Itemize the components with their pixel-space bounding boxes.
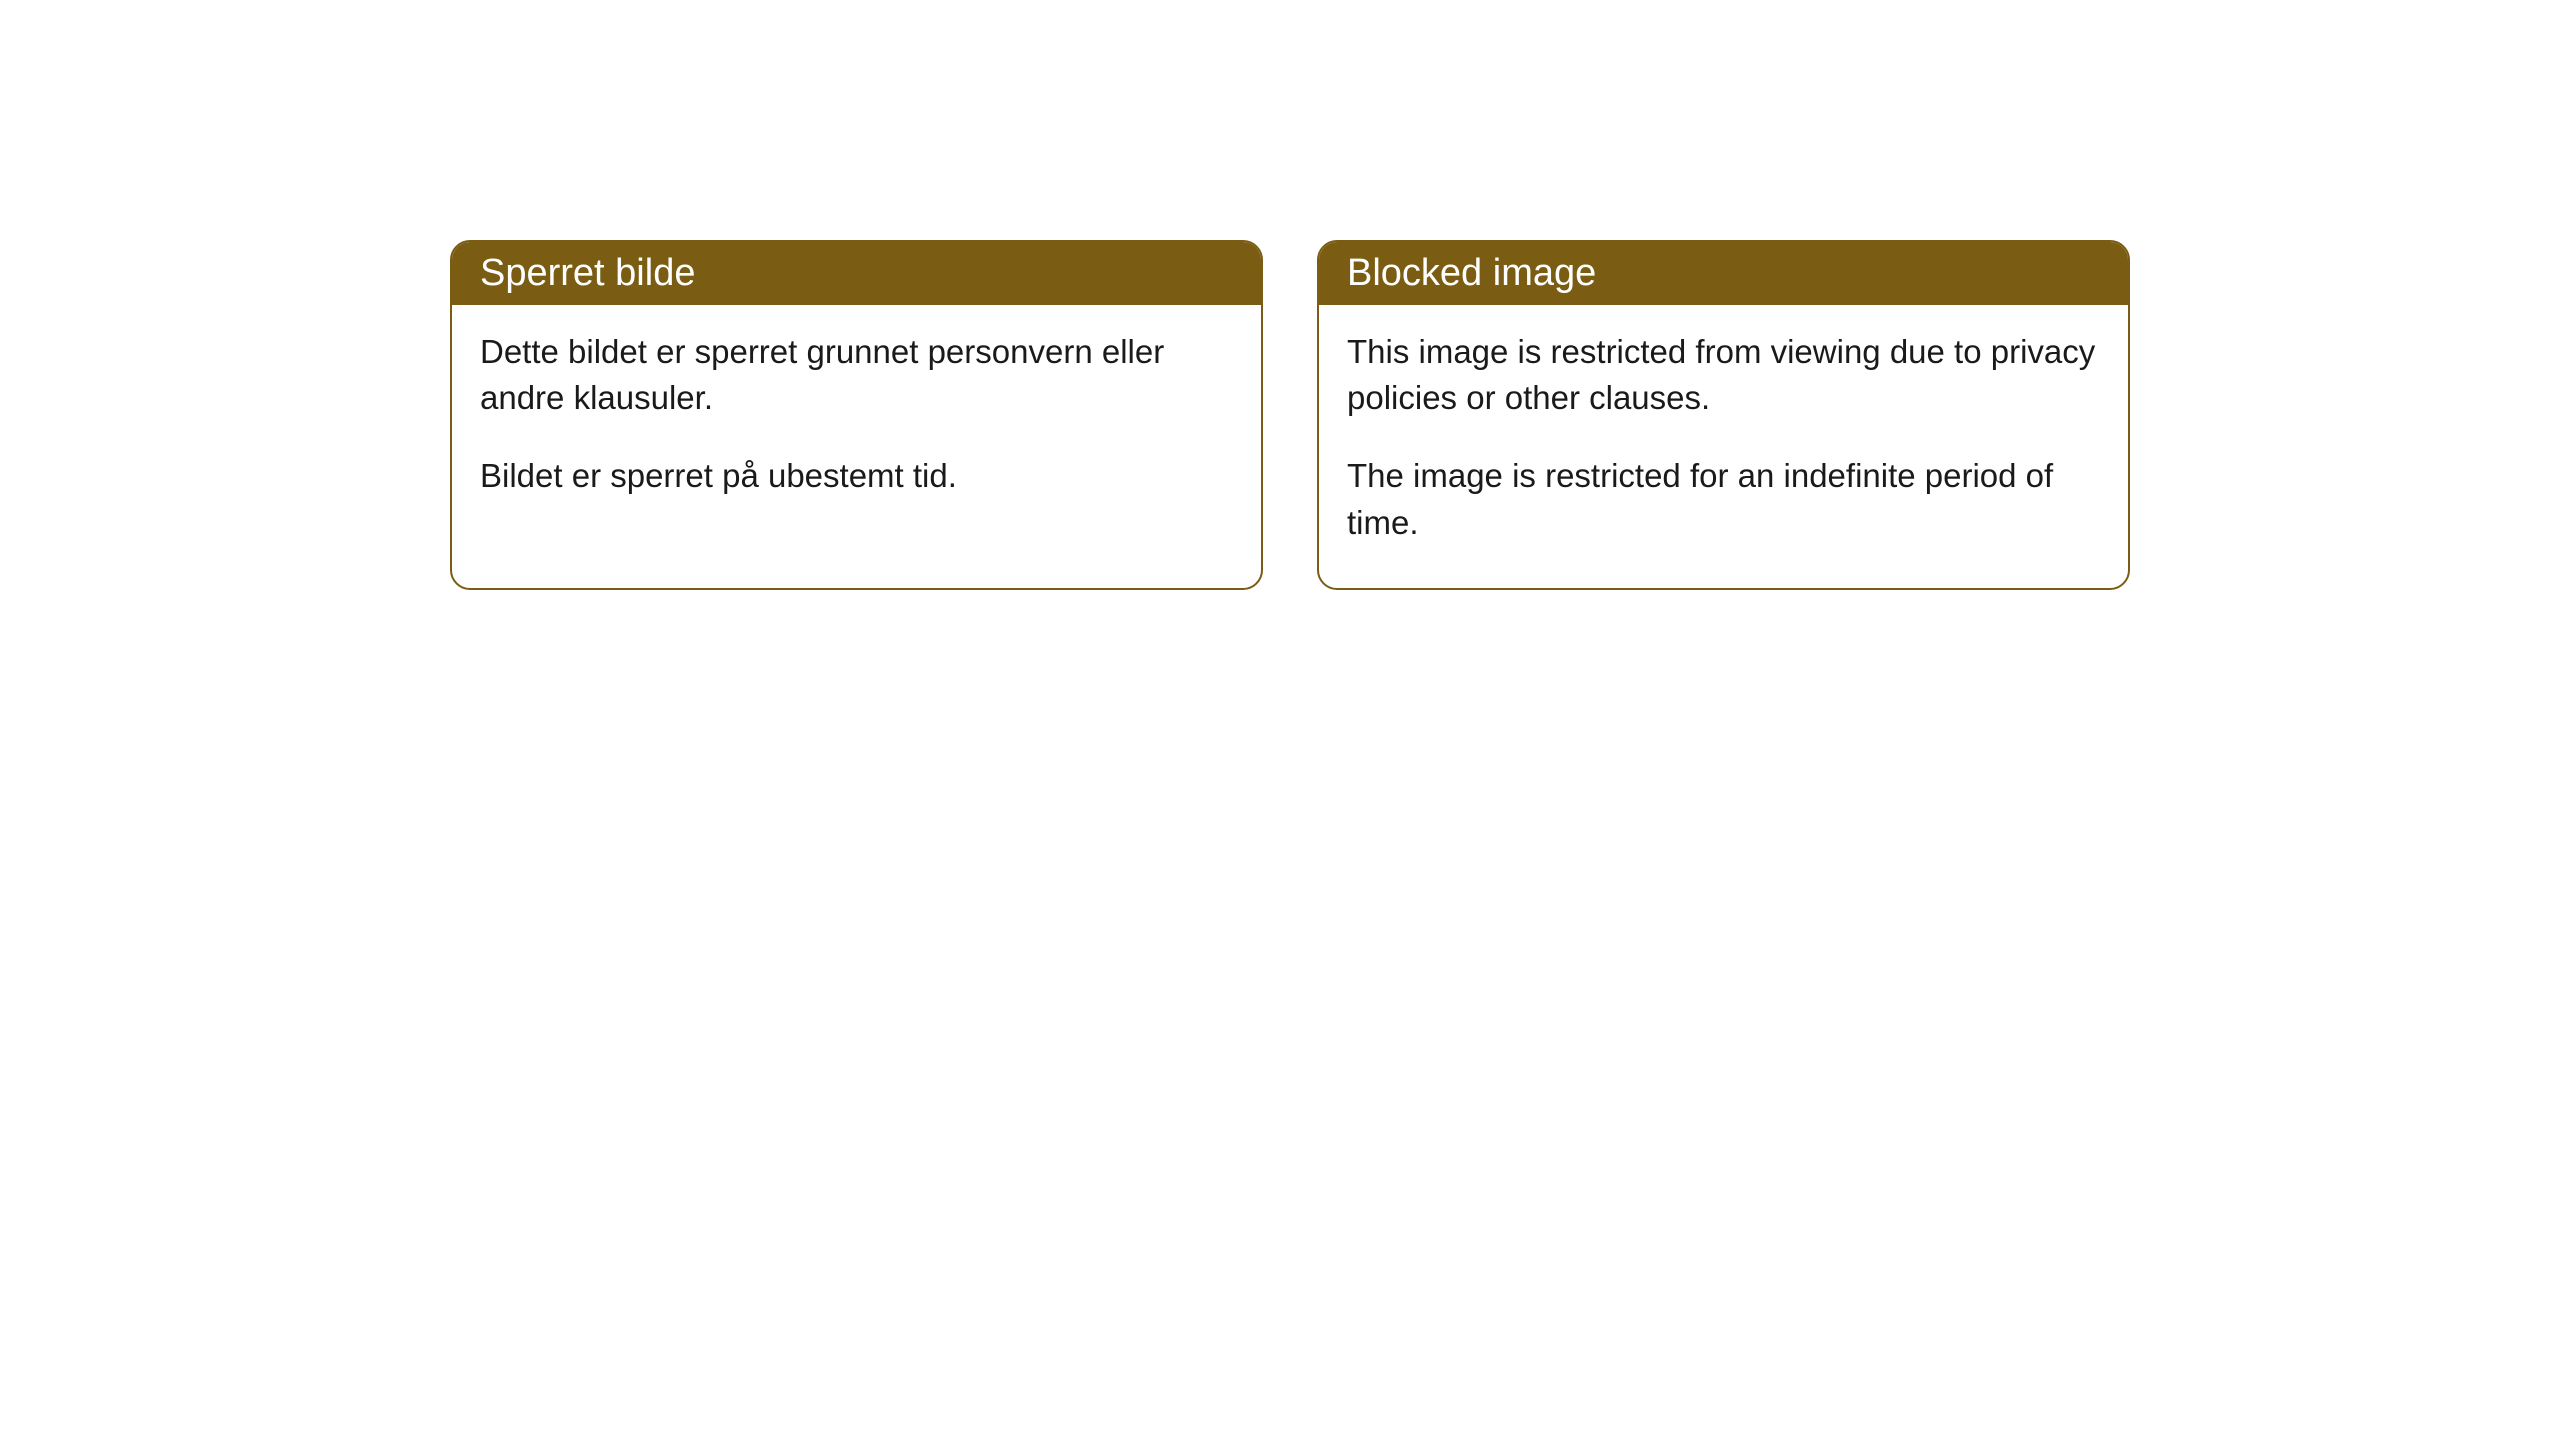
notice-paragraph: Dette bildet er sperret grunnet personve… <box>480 329 1233 421</box>
notice-paragraph: This image is restricted from viewing du… <box>1347 329 2100 421</box>
notice-header-english: Blocked image <box>1319 242 2128 305</box>
notice-card-norwegian: Sperret bilde Dette bildet er sperret gr… <box>450 240 1263 590</box>
notice-card-english: Blocked image This image is restricted f… <box>1317 240 2130 590</box>
notice-paragraph: The image is restricted for an indefinit… <box>1347 453 2100 545</box>
notice-body-english: This image is restricted from viewing du… <box>1319 305 2128 588</box>
notice-container: Sperret bilde Dette bildet er sperret gr… <box>0 0 2560 590</box>
notice-body-norwegian: Dette bildet er sperret grunnet personve… <box>452 305 1261 542</box>
notice-title: Sperret bilde <box>480 252 695 294</box>
notice-paragraph: Bildet er sperret på ubestemt tid. <box>480 453 1233 499</box>
notice-header-norwegian: Sperret bilde <box>452 242 1261 305</box>
notice-title: Blocked image <box>1347 252 1596 294</box>
